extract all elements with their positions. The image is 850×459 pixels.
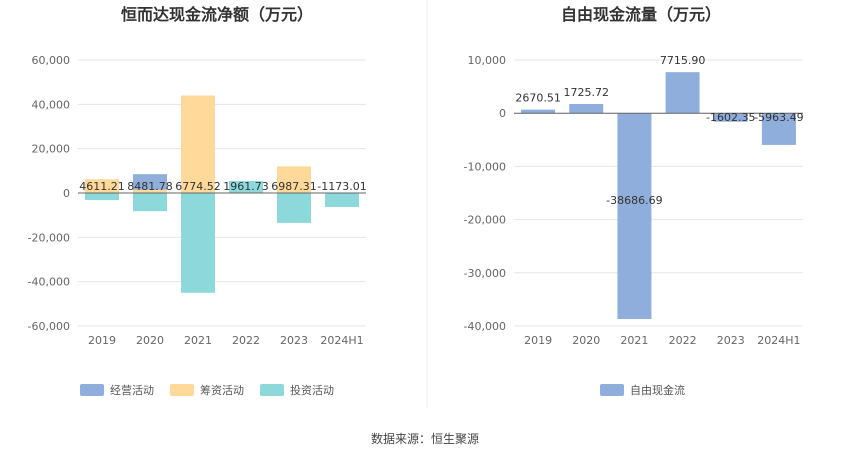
y-axis-ticks: -40,000 -30,000 -20,000 -10,000 0 10,000 <box>464 54 506 333</box>
data-label: 6987.31 <box>271 180 317 193</box>
bar-fcf-2024H1 <box>761 113 796 145</box>
data-label: 7715.90 <box>660 54 706 67</box>
y-tick-label: -20,000 <box>464 214 506 227</box>
bar-financing-2019 <box>85 179 119 193</box>
y-tick-label: 40,000 <box>32 98 71 111</box>
y-gridlines <box>514 59 803 327</box>
legend-swatch-operating <box>80 384 104 396</box>
y-tick-label: -10,000 <box>464 160 506 173</box>
legend-label-fcf: 自由现金流 <box>630 383 685 397</box>
y-tick-label: -30,000 <box>464 267 506 280</box>
data-label: 8481.78 <box>127 180 173 193</box>
x-tick-label: 2023 <box>280 334 308 347</box>
bar-operating-2020 <box>133 174 167 193</box>
data-labels: 2670.51 1725.72 -38686.69 7715.90 -1602.35-5… <box>515 54 803 207</box>
data-label: -5963.49 <box>754 111 803 124</box>
bar-group <box>85 95 359 293</box>
bar-fcf-2019 <box>521 109 556 114</box>
data-label: 6774.52 <box>175 180 221 193</box>
x-tick-label: 2021 <box>620 334 648 347</box>
bar-fcf-2022 <box>665 72 700 114</box>
bar-investing-2022 <box>229 181 263 193</box>
bar-fcf-2023 <box>713 113 748 122</box>
bar-group <box>521 72 796 320</box>
legend-label-operating: 经营活动 <box>110 383 154 397</box>
y-tick-label: 10,000 <box>468 54 507 67</box>
legend: 自由现金流 <box>600 383 685 397</box>
x-tick-label: 2019 <box>524 334 552 347</box>
y-tick-label: 60,000 <box>32 54 71 67</box>
bar-investing-2023 <box>277 193 311 223</box>
bar-financing-2021 <box>181 95 215 193</box>
x-axis-ticks: 2019 2020 2021 2022 2023 2024H1 <box>88 334 364 347</box>
data-label: 1725.72 <box>564 86 610 99</box>
chart-title: 恒而达现金流净额（万元） <box>121 5 313 24</box>
x-tick-label: 2024H1 <box>757 334 800 347</box>
bar-financing-2020 <box>133 189 167 193</box>
legend: 经营活动 筹资活动 投资活动 <box>80 383 334 397</box>
y-axis-ticks: -60,000 -40,000 -20,000 0 20,000 40,000 60,000 <box>28 54 70 333</box>
x-tick-label: 2022 <box>669 334 697 347</box>
legend-label-investing: 投资活动 <box>290 383 334 397</box>
y-tick-label: -40,000 <box>464 320 506 333</box>
y-tick-label: -60,000 <box>28 320 70 333</box>
data-label: -38686.69 <box>606 194 662 207</box>
data-label: 2670.51 <box>515 92 561 105</box>
bar-investing-2020 <box>133 193 167 212</box>
data-source-note: 数据来源：恒生聚源 <box>371 431 479 446</box>
x-tick-label: 2019 <box>88 334 116 347</box>
bar-fcf-2020 <box>569 104 604 114</box>
y-tick-label: 20,000 <box>32 143 71 156</box>
bar-financing-2023 <box>277 166 311 193</box>
x-tick-label: 2023 <box>717 334 745 347</box>
cashflow-net-chart: 恒而达现金流净额（万元） -60,000 -40,000 -20,000 0 20,00… <box>28 5 367 397</box>
bar-investing-2021 <box>181 193 215 293</box>
bar-investing-2024H1 <box>325 193 359 207</box>
x-axis-ticks: 2019 2020 2021 2022 2023 2024H1 <box>524 334 800 347</box>
x-tick-label: 2021 <box>184 334 212 347</box>
legend-swatch-financing <box>170 384 194 396</box>
data-label: -1602.35 <box>706 111 755 124</box>
x-tick-label: 2020 <box>136 334 164 347</box>
bar-fcf-2021 <box>617 113 652 320</box>
y-tick-label: -20,000 <box>28 231 70 244</box>
x-tick-label: 2020 <box>572 334 600 347</box>
chart-title: 自由现金流量（万元） <box>561 5 721 24</box>
data-labels: 4611.21 8481.78 6774.52 1961.73 6987.31 -1173… <box>79 180 366 193</box>
legend-label-financing: 筹资活动 <box>200 383 244 397</box>
y-tick-label: -40,000 <box>28 276 70 289</box>
data-label: 1961.73 <box>223 180 269 193</box>
y-tick-label: 0 <box>63 187 70 200</box>
legend-swatch-investing <box>260 384 284 396</box>
y-tick-label: 0 <box>499 107 506 120</box>
legend-swatch-fcf <box>600 384 624 396</box>
data-label: 4611.21 <box>79 180 125 193</box>
x-tick-label: 2022 <box>232 334 260 347</box>
bar-investing-2019 <box>85 193 119 201</box>
data-label: -1173.01 <box>317 180 366 193</box>
free-cashflow-chart: 自由现金流量（万元） -40,000 -30,000 -20,000 -10,000 0… <box>464 5 804 397</box>
x-tick-label: 2024H1 <box>320 334 363 347</box>
